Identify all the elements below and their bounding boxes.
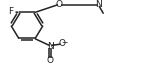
Text: +: + xyxy=(50,42,55,47)
Text: F: F xyxy=(8,7,13,16)
Text: N: N xyxy=(96,0,102,9)
Text: O: O xyxy=(58,39,65,48)
Text: N: N xyxy=(47,42,54,51)
Text: O: O xyxy=(56,0,63,9)
Text: −: − xyxy=(61,38,67,47)
Text: O: O xyxy=(47,56,54,65)
